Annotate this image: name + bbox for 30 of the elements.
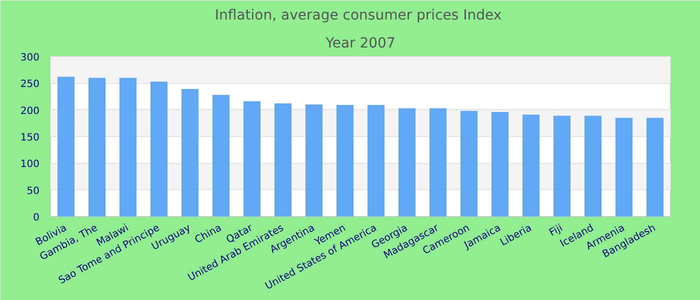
bar bbox=[615, 118, 633, 216]
bar bbox=[212, 94, 230, 216]
y-tick-label: 100 bbox=[20, 159, 40, 170]
y-tick-label: 0 bbox=[33, 212, 40, 224]
bar bbox=[584, 116, 602, 216]
y-tick-label: 50 bbox=[26, 186, 40, 197]
bar bbox=[305, 104, 323, 216]
bar bbox=[243, 101, 261, 216]
bar bbox=[460, 110, 478, 216]
bar bbox=[367, 105, 385, 216]
bar bbox=[522, 114, 540, 216]
y-tick-label: 150 bbox=[20, 132, 40, 144]
bar bbox=[119, 78, 137, 216]
bar bbox=[181, 89, 199, 216]
bar bbox=[553, 116, 571, 216]
bar bbox=[88, 78, 106, 216]
bar bbox=[274, 103, 292, 216]
bar bbox=[429, 108, 447, 216]
bar bbox=[336, 105, 354, 216]
x-tick-label: China bbox=[193, 222, 224, 246]
bar bbox=[646, 118, 664, 216]
chart-title: Inflation, average consumer prices Index bbox=[214, 8, 502, 24]
y-tick-label: 200 bbox=[20, 106, 40, 117]
chart-subtitle: Year 2007 bbox=[324, 36, 396, 52]
bar bbox=[491, 112, 509, 216]
bar bbox=[398, 108, 416, 216]
y-tick-label: 300 bbox=[20, 52, 40, 64]
bar bbox=[150, 82, 168, 216]
bar bbox=[57, 76, 75, 216]
y-tick-label: 250 bbox=[20, 79, 40, 90]
